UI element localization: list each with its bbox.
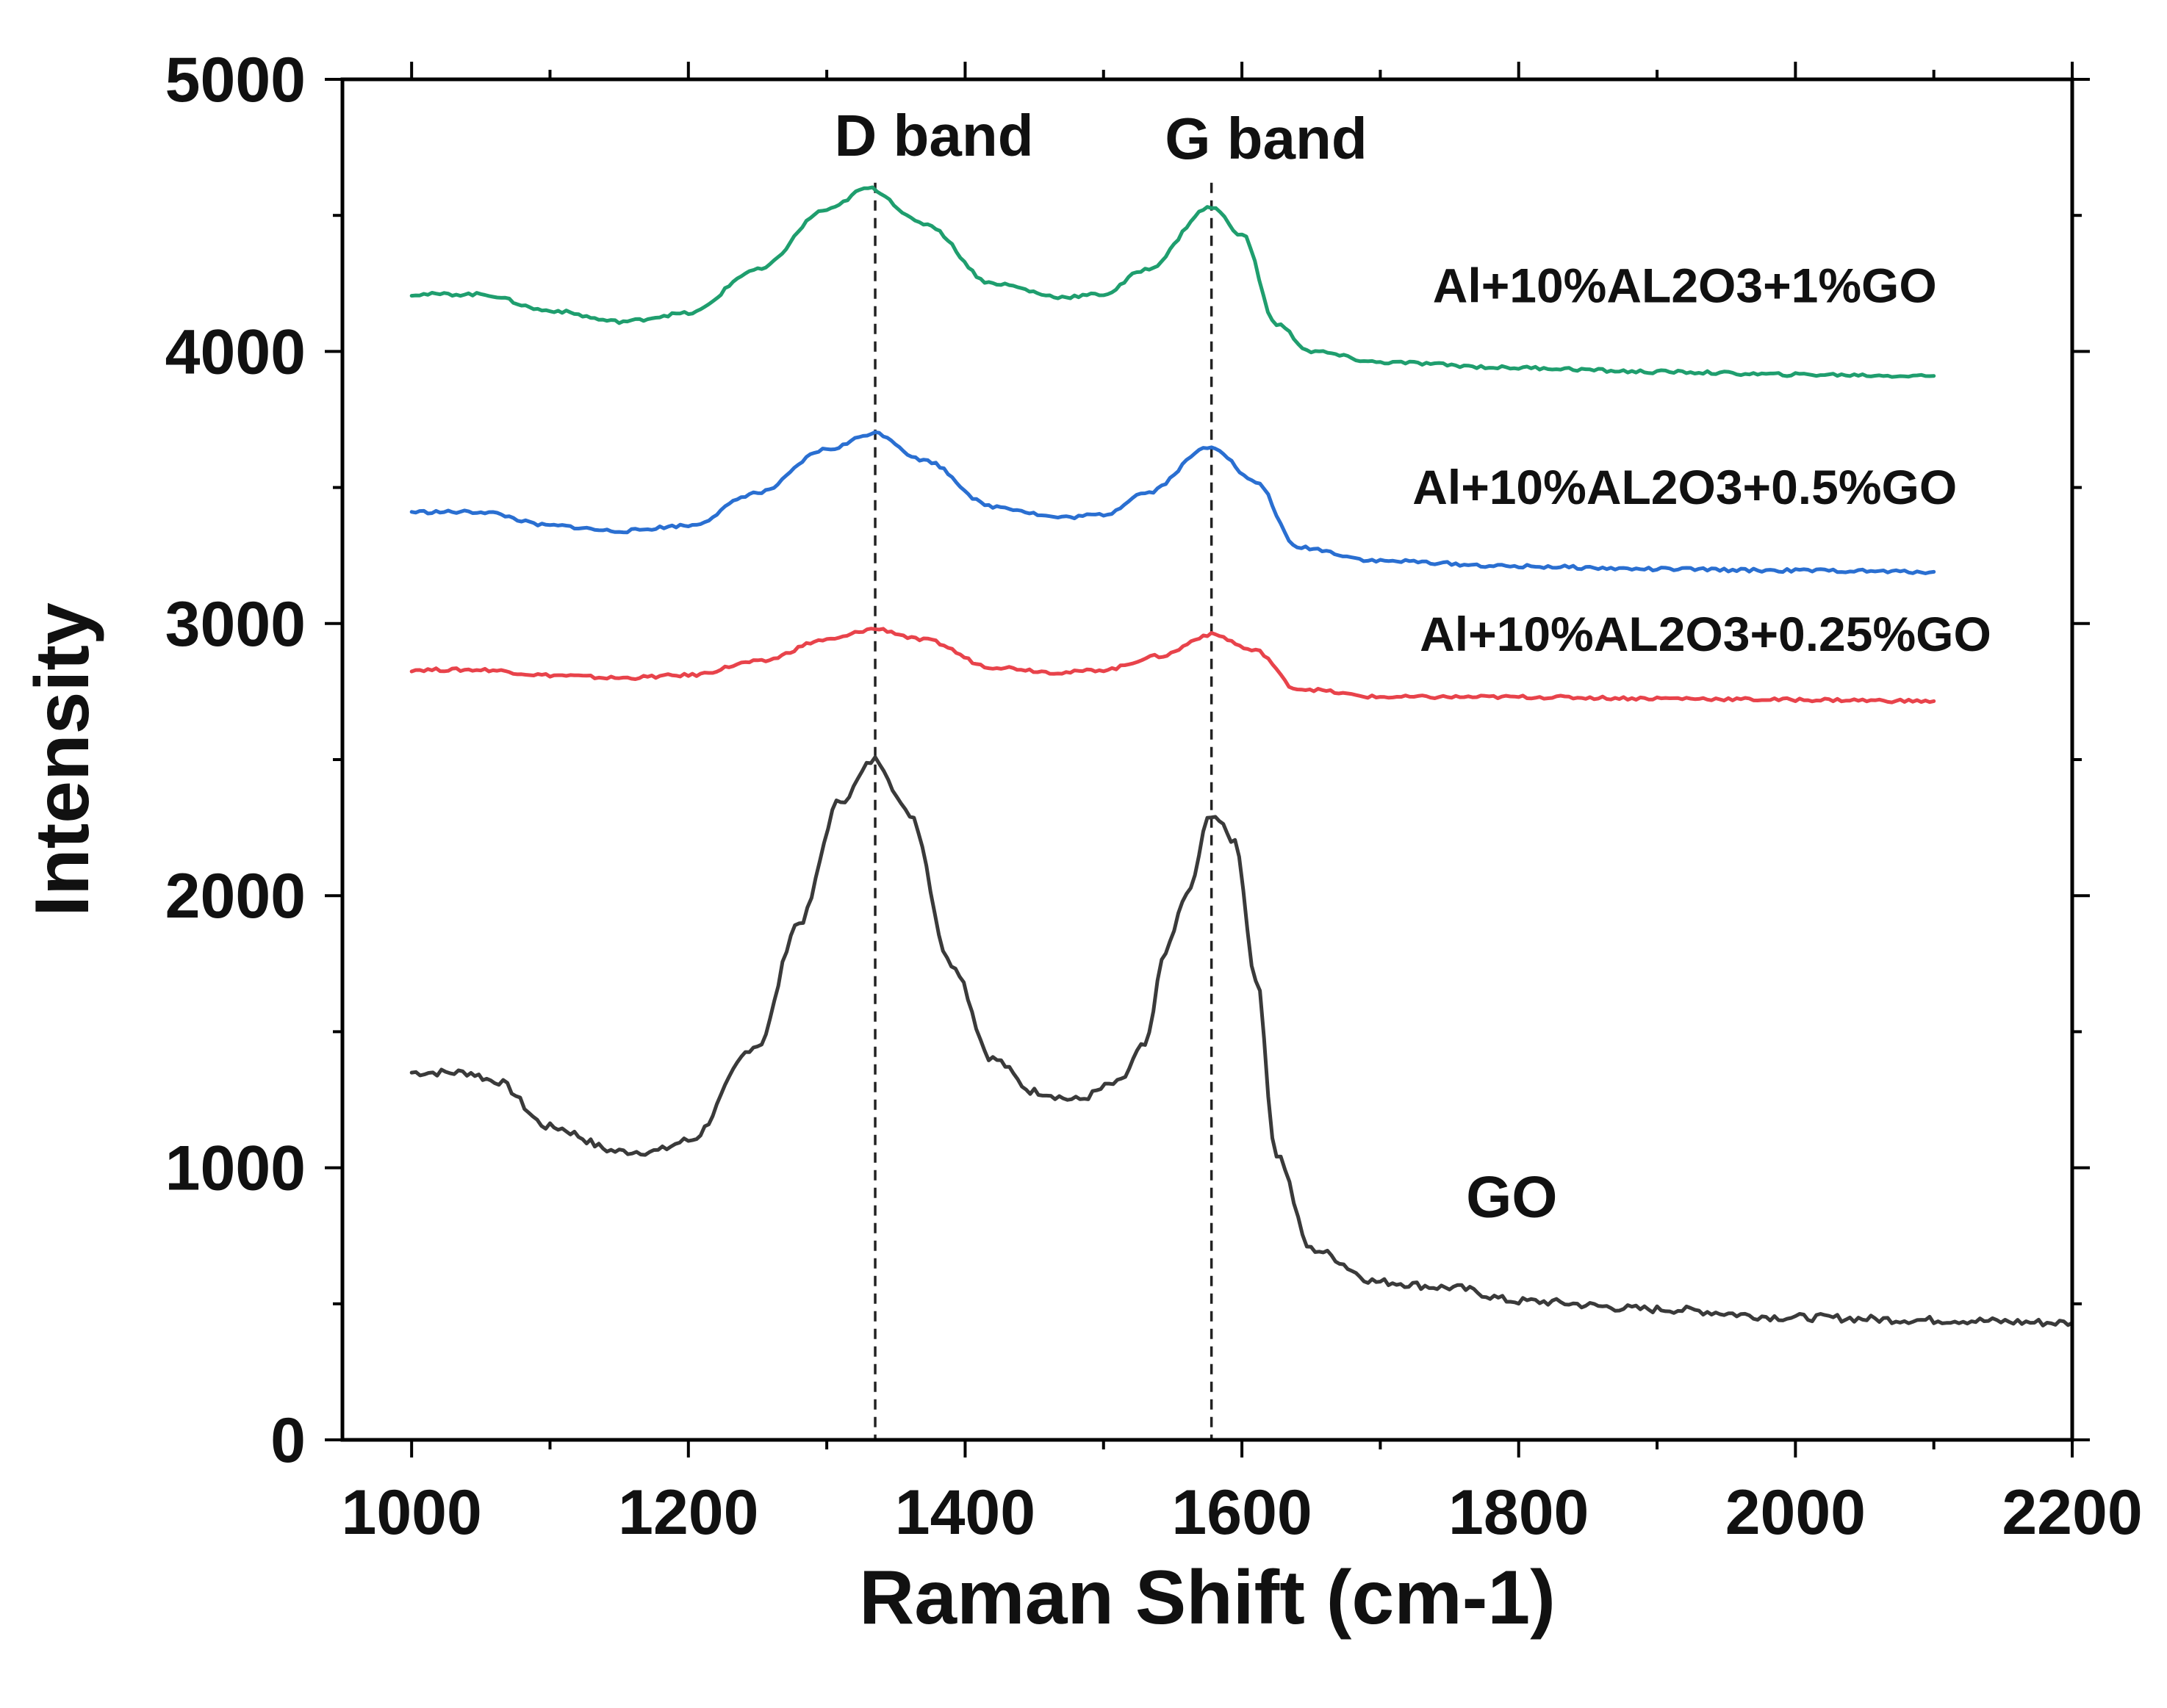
y-tick-label-2000: 2000 [165, 861, 306, 932]
y-tick-label-5000: 5000 [165, 45, 306, 115]
series-line-al-10-al2o3-0-5-go [409, 430, 1936, 575]
x-tick-label-2000: 2000 [1725, 1477, 1866, 1548]
x-axis-ticks: 1000 1200 1400 1600 1800 2000 2200 [341, 62, 2143, 1548]
x-tick-label-1600: 1600 [1171, 1477, 1312, 1548]
series-line-go [409, 755, 2074, 1327]
x-tick-label-1800: 1800 [1448, 1477, 1589, 1548]
y-axis-ticks: 0 1000 2000 3000 4000 5000 [165, 45, 2090, 1476]
series-label-go: GO [1466, 1164, 1557, 1229]
annotation-layer: D band G band GO Al+10%AL2O3+0.25%GO Al+10%A… [834, 103, 1991, 1229]
y-tick-label-1000: 1000 [165, 1134, 306, 1204]
y-axis-title: Intensity [20, 602, 105, 917]
series-label-al-10-al2o3-1-go: Al+10%AL2O3+1%GO [1433, 259, 1937, 313]
y-tick-label-3000: 3000 [165, 589, 306, 660]
series-line-al-10-al2o3-0-25-go [409, 627, 1936, 705]
series-label-al-10-al2o3-0-5-go: Al+10%AL2O3+0.5%GO [1412, 460, 1957, 514]
x-tick-label-1400: 1400 [895, 1477, 1035, 1548]
series-line-al-10-al2o3-1-go [409, 185, 1936, 379]
series-layer [409, 185, 2074, 1327]
x-tick-label-1000: 1000 [341, 1477, 481, 1548]
g-band-label: G band [1165, 106, 1368, 171]
series-label-al-10-al2o3-0-25-go: Al+10%AL2O3+0.25%GO [1420, 607, 1991, 661]
x-axis-title: Raman Shift (cm-1) [859, 1555, 1556, 1640]
x-tick-label-1200: 1200 [618, 1477, 758, 1548]
x-tick-label-2200: 2200 [2002, 1477, 2142, 1548]
y-tick-label-4000: 4000 [165, 317, 306, 387]
d-band-label: D band [834, 103, 1033, 168]
reference-lines [874, 182, 1213, 1440]
y-tick-label-0: 0 [270, 1405, 306, 1476]
